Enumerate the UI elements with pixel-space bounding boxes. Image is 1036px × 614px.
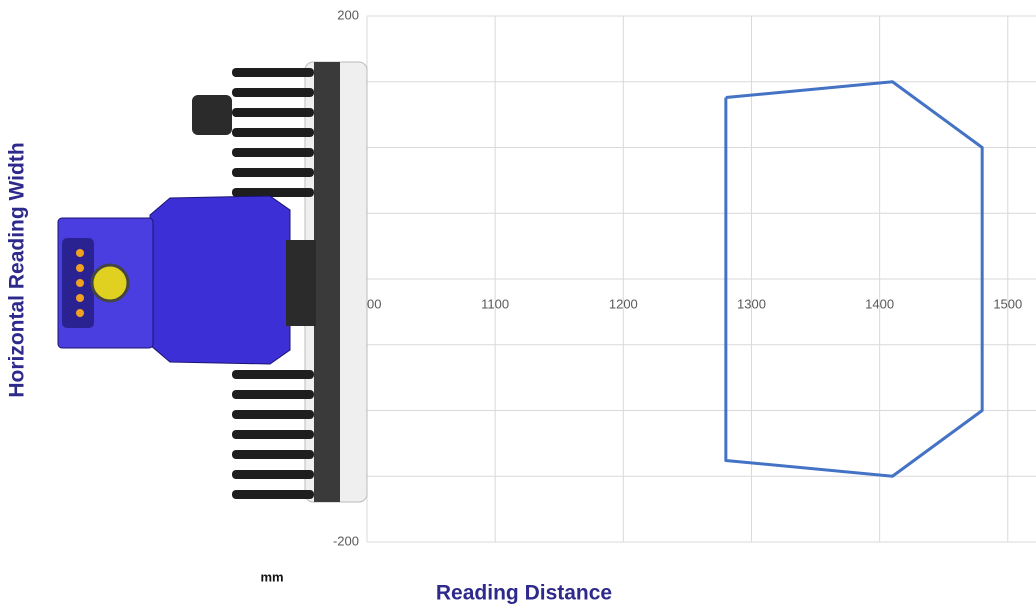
y-axis-title: Horizontal Reading Width: [6, 142, 29, 397]
x-tick-label: 1100: [481, 296, 509, 311]
x-tick-label: 1500: [993, 296, 1022, 311]
y-tick-label: -200: [333, 533, 359, 548]
unit-label: mm: [260, 569, 283, 584]
marks: [724, 80, 984, 478]
data-line: [724, 80, 984, 478]
x-tick-label: 1200: [609, 296, 638, 311]
grid: 100011001200130014001500: [353, 15, 1036, 543]
x-axis-title: Reading Distance: [436, 582, 612, 605]
y-tick-label: 200: [337, 7, 359, 22]
x-tick-label: 1300: [737, 296, 766, 311]
x-tick-label: 1400: [865, 296, 894, 311]
device-illustration: [57, 61, 368, 503]
